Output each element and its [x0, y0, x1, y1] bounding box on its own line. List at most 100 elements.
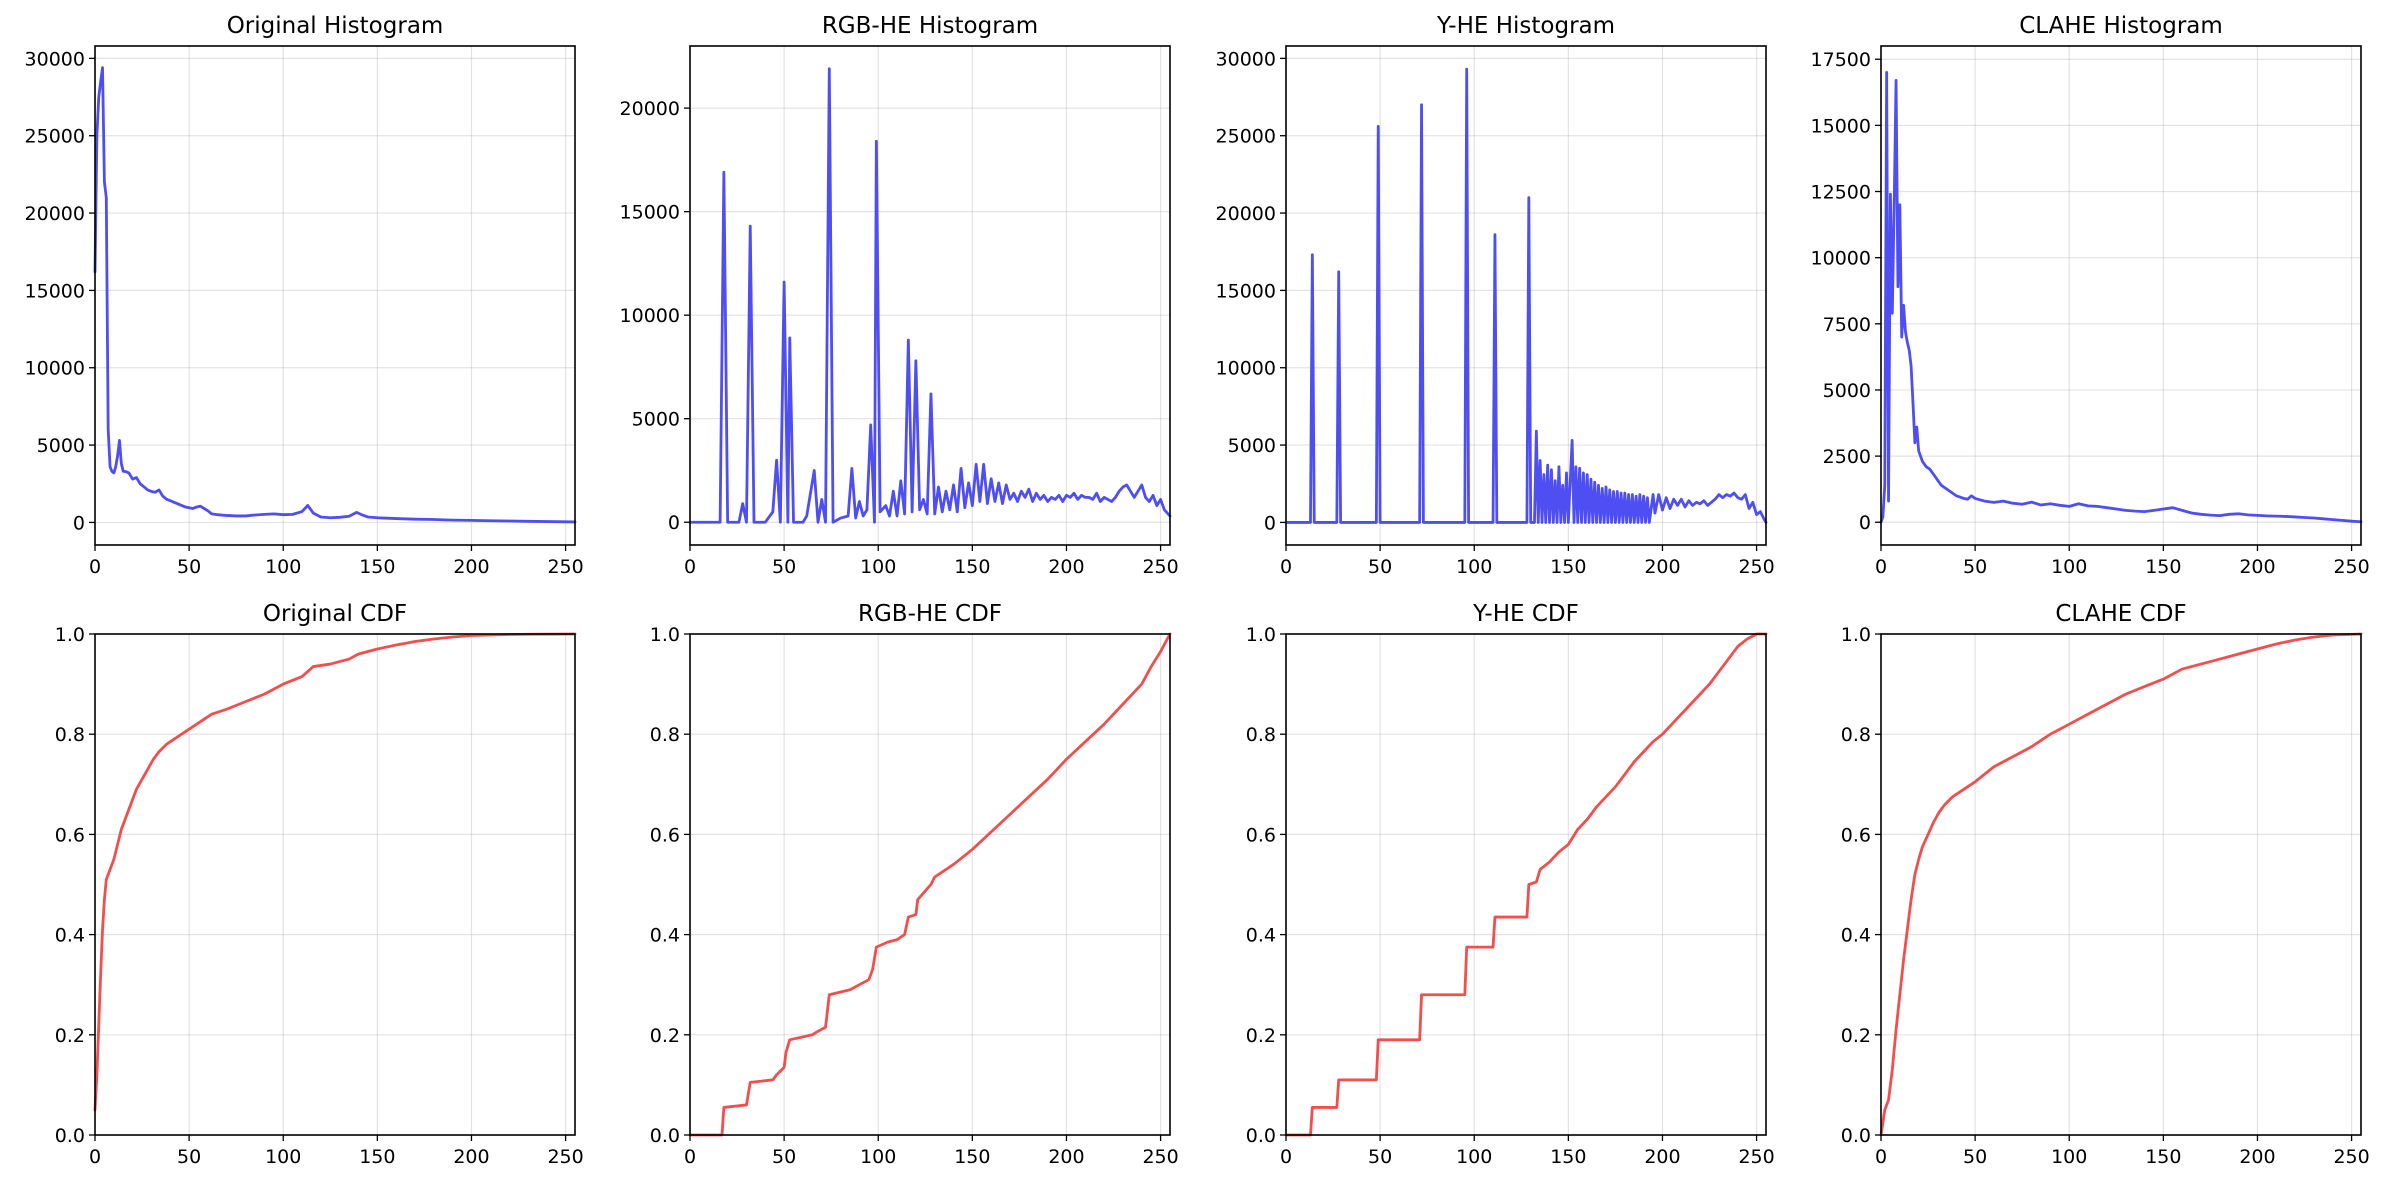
x-tick-label: 0 — [1280, 556, 1292, 578]
y-tick-label: 2500 — [1823, 446, 1871, 468]
x-tick-label: 100 — [1456, 556, 1492, 578]
x-tick-label: 150 — [359, 1146, 395, 1168]
y-tick-label: 0 — [73, 512, 85, 534]
y-tick-label: 0.0 — [55, 1125, 85, 1147]
original-cdf-title: Original CDF — [263, 601, 407, 627]
x-tick-label: 0 — [1875, 556, 1887, 578]
y-tick-label: 15000 — [620, 202, 680, 224]
original-histogram-axes-frame — [94, 45, 576, 546]
y-tick-label: 0.8 — [650, 724, 680, 746]
clahe-histogram-title: CLAHE Histogram — [2019, 13, 2223, 39]
y-he-cdf-axes-frame — [1285, 633, 1767, 1136]
y-tick-label: 7500 — [1823, 314, 1871, 336]
x-tick-label: 250 — [2333, 556, 2369, 578]
y-tick-label: 0.4 — [1246, 925, 1276, 947]
y-tick-label: 5000 — [37, 435, 85, 457]
rgb-he-histogram-title: RGB-HE Histogram — [822, 13, 1038, 39]
rgb-he-cdf-panel: 0 50 100 150 200 250 0.0 0.2 0.4 0.6 0.8 1.0 RGB-HE … — [650, 601, 1179, 1168]
y-tick-label: 0.4 — [1841, 925, 1871, 947]
rgb-he-histogram-series-line — [688, 67, 1172, 524]
y-tick-label: 0.6 — [1246, 824, 1276, 846]
y-tick-label: 5000 — [1228, 435, 1276, 457]
x-tick-label: 0 — [89, 556, 101, 578]
y-tick-label: 5000 — [1823, 380, 1871, 402]
clahe-histogram-panel: 0 50 100 150 200 2500250050007500100001250015… — [1811, 13, 2370, 578]
y-he-cdf-series-line — [1284, 632, 1768, 1137]
x-tick-label: 200 — [1048, 556, 1084, 578]
y-tick-label: 0.6 — [1841, 824, 1871, 846]
y-he-histogram-title: Y-HE Histogram — [1436, 13, 1615, 39]
y-tick-label: 0 — [1859, 512, 1871, 534]
y-tick-label: 0.0 — [1246, 1125, 1276, 1147]
x-tick-label: 200 — [2239, 1146, 2275, 1168]
x-tick-label: 0 — [89, 1146, 101, 1168]
y-tick-label: 20000 — [25, 203, 85, 225]
y-tick-label: 30000 — [1216, 48, 1276, 70]
y-tick-label: 0.2 — [1841, 1025, 1871, 1047]
x-tick-label: 250 — [1738, 1146, 1774, 1168]
y-tick-label: 10000 — [1216, 358, 1276, 380]
y-tick-label: 0.0 — [650, 1125, 680, 1147]
y-tick-label: 0.8 — [1841, 724, 1871, 746]
x-tick-label: 150 — [359, 556, 395, 578]
rgb-he-cdf-axes-frame — [689, 633, 1171, 1136]
y-he-histogram-axes-frame — [1285, 45, 1767, 546]
x-tick-label: 100 — [265, 556, 301, 578]
x-tick-label: 0 — [684, 556, 696, 578]
y-tick-label: 17500 — [1811, 49, 1871, 71]
y-tick-label: 0.4 — [55, 925, 85, 947]
x-tick-label: 50 — [772, 1146, 796, 1168]
y-tick-label: 0.4 — [650, 925, 680, 947]
y-tick-label: 0.0 — [1841, 1125, 1871, 1147]
y-tick-label: 1.0 — [1841, 624, 1871, 646]
y-tick-label: 10000 — [25, 358, 85, 380]
rgb-he-histogram-axes-frame — [689, 45, 1171, 546]
x-tick-label: 200 — [1048, 1146, 1084, 1168]
y-tick-label: 0.6 — [650, 824, 680, 846]
x-tick-label: 150 — [1550, 1146, 1586, 1168]
y-tick-label: 15000 — [1216, 280, 1276, 302]
clahe-histogram-axes-frame — [1880, 45, 2362, 546]
x-tick-label: 0 — [684, 1146, 696, 1168]
y-tick-label: 0.6 — [55, 824, 85, 846]
x-tick-label: 150 — [1550, 556, 1586, 578]
y-he-cdf-panel: 0 50 100 150 200 250 0.0 0.2 0.4 0.6 0.8 1.0 Y-HE CD… — [1246, 601, 1775, 1168]
x-tick-label: 50 — [177, 1146, 201, 1168]
x-tick-label: 250 — [1142, 556, 1178, 578]
x-tick-label: 50 — [1368, 556, 1392, 578]
y-tick-label: 0.8 — [55, 724, 85, 746]
rgb-he-cdf-title: RGB-HE CDF — [858, 601, 1002, 627]
x-tick-label: 200 — [1644, 1146, 1680, 1168]
y-tick-label: 10000 — [1811, 248, 1871, 270]
x-tick-label: 100 — [2051, 556, 2087, 578]
y-tick-label: 1.0 — [1246, 624, 1276, 646]
y-tick-label: 1.0 — [55, 624, 85, 646]
y-tick-label: 10000 — [620, 305, 680, 327]
rgb-he-histogram-panel: 0 50 100 150 200 250 0 5000 10000 15000 20000 RGB-H… — [620, 13, 1179, 578]
x-tick-label: 250 — [547, 556, 583, 578]
x-tick-label: 50 — [1368, 1146, 1392, 1168]
original-histogram-series-line — [93, 66, 577, 524]
clahe-cdf-axes-frame — [1880, 633, 2362, 1136]
y-tick-label: 0 — [668, 512, 680, 534]
x-tick-label: 200 — [1644, 556, 1680, 578]
x-tick-label: 250 — [547, 1146, 583, 1168]
x-tick-label: 200 — [2239, 556, 2275, 578]
x-tick-label: 150 — [2145, 556, 2181, 578]
original-histogram-panel: 0 50 100 150 200 250 0 5000 10000 15000 20000 25000… — [25, 13, 584, 578]
y-tick-label: 0.2 — [55, 1025, 85, 1047]
y-tick-label: 30000 — [25, 48, 85, 70]
x-tick-label: 150 — [2145, 1146, 2181, 1168]
x-tick-label: 50 — [1963, 556, 1987, 578]
x-tick-label: 150 — [954, 556, 990, 578]
x-tick-label: 100 — [1456, 1146, 1492, 1168]
x-tick-label: 50 — [772, 556, 796, 578]
x-tick-label: 150 — [954, 1146, 990, 1168]
clahe-cdf-title: CLAHE CDF — [2055, 601, 2186, 627]
y-tick-label: 15000 — [1811, 115, 1871, 137]
clahe-histogram-series-line — [1879, 71, 2363, 524]
clahe-cdf-series-line — [1879, 632, 2363, 1137]
x-tick-label: 50 — [1963, 1146, 1987, 1168]
original-cdf-axes-frame — [94, 633, 576, 1136]
x-tick-label: 250 — [1738, 556, 1774, 578]
